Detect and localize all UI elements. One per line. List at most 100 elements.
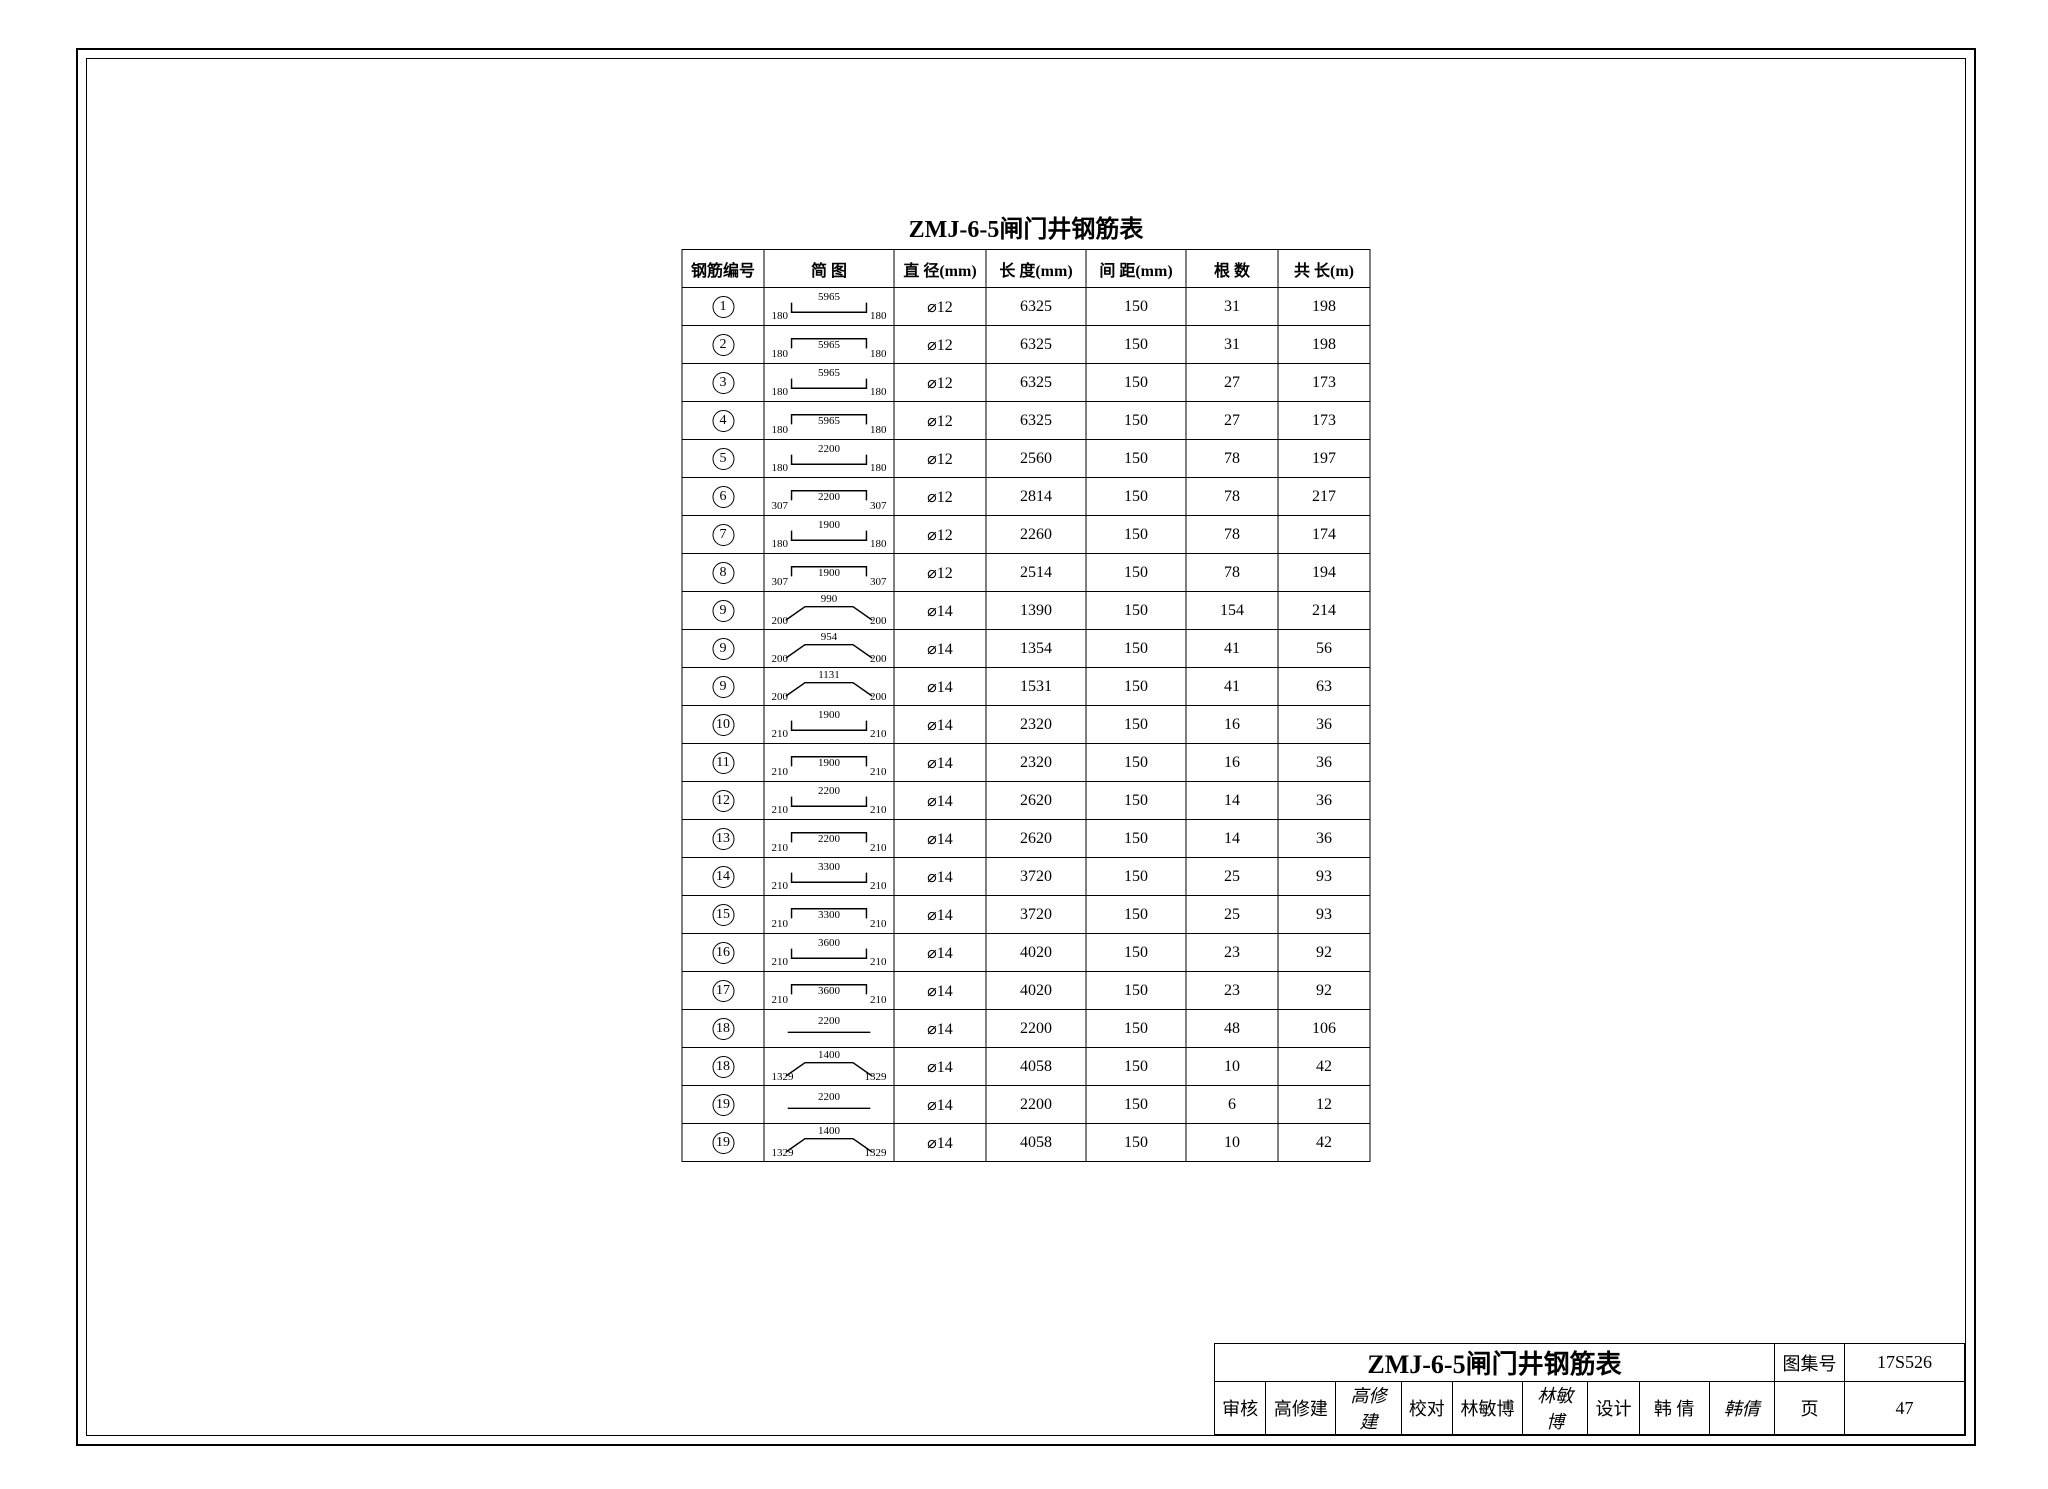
rebar-shape-icon: 2102200210 — [769, 820, 890, 857]
review-sig: 高修建 — [1336, 1382, 1401, 1435]
rebar-shape-icon: 1805965180 — [769, 288, 890, 325]
cell-total: 92 — [1278, 972, 1370, 1010]
design-label: 设计 — [1588, 1382, 1639, 1435]
cell-total: 93 — [1278, 858, 1370, 896]
cell-length: 1390 — [986, 592, 1086, 630]
table-row: 102101900210⌀1423201501636 — [682, 706, 1370, 744]
cell-count: 23 — [1186, 972, 1278, 1010]
rebar-id-badge: 8 — [712, 562, 734, 584]
rebar-shape-icon: 1805965180 — [769, 364, 890, 401]
cell-length: 6325 — [986, 402, 1086, 440]
cell-count: 31 — [1186, 288, 1278, 326]
rebar-shape-icon: 3072200307 — [769, 478, 890, 515]
rebar-id-badge: 5 — [712, 448, 734, 470]
review-label: 审核 — [1215, 1382, 1266, 1435]
rebar-shape-icon: 2103300210 — [769, 896, 890, 933]
cell-length: 2560 — [986, 440, 1086, 478]
cell-spacing: 150 — [1086, 364, 1186, 402]
cell-length: 4058 — [986, 1124, 1086, 1162]
cell-spacing: 150 — [1086, 554, 1186, 592]
cell-length: 6325 — [986, 326, 1086, 364]
cell-spacing: 150 — [1086, 896, 1186, 934]
cell-diameter: ⌀14 — [894, 858, 986, 896]
rebar-id-badge: 9 — [712, 600, 734, 622]
cell-spacing: 150 — [1086, 858, 1186, 896]
cell-length: 2620 — [986, 782, 1086, 820]
rebar-shape-icon: 2103600210 — [769, 934, 890, 971]
cell-count: 78 — [1186, 478, 1278, 516]
check-name: 林敏博 — [1452, 1382, 1522, 1435]
cell-total: 174 — [1278, 516, 1370, 554]
cell-total: 194 — [1278, 554, 1370, 592]
cell-diameter: ⌀14 — [894, 668, 986, 706]
rebar-shape-icon: 2001131200 — [769, 668, 890, 705]
rebar-id-badge: 15 — [712, 904, 734, 926]
page-no: 47 — [1845, 1382, 1965, 1435]
table-row: 152103300210⌀1437201502593 — [682, 896, 1370, 934]
cell-total: 106 — [1278, 1010, 1370, 1048]
cell-count: 16 — [1186, 744, 1278, 782]
cell-diameter: ⌀14 — [894, 1010, 986, 1048]
col-shape-header: 简 图 — [764, 250, 894, 288]
rebar-id-badge: 18 — [712, 1056, 734, 1078]
table-row: 18132914001329⌀1440581501042 — [682, 1048, 1370, 1086]
cell-total: 198 — [1278, 288, 1370, 326]
cell-total: 92 — [1278, 934, 1370, 972]
cell-length: 3720 — [986, 858, 1086, 896]
rebar-shape-icon: 1802200180 — [769, 440, 890, 477]
table-row: 11805965180⌀12632515031198 — [682, 288, 1370, 326]
cell-diameter: ⌀14 — [894, 1048, 986, 1086]
cell-diameter: ⌀12 — [894, 478, 986, 516]
cell-spacing: 150 — [1086, 1086, 1186, 1124]
table-row: 132102200210⌀1426201501436 — [682, 820, 1370, 858]
rebar-id-badge: 19 — [712, 1094, 734, 1116]
cell-diameter: ⌀12 — [894, 326, 986, 364]
cell-spacing: 150 — [1086, 744, 1186, 782]
rebar-table: 钢筋编号 简 图 直 径(mm) 长 度(mm) 间 距(mm) 根 数 共 长… — [682, 249, 1371, 1162]
cell-diameter: ⌀14 — [894, 820, 986, 858]
cell-diameter: ⌀14 — [894, 896, 986, 934]
cell-spacing: 150 — [1086, 706, 1186, 744]
page-label: 页 — [1775, 1382, 1845, 1435]
cell-spacing: 150 — [1086, 516, 1186, 554]
cell-diameter: ⌀14 — [894, 934, 986, 972]
cell-spacing: 150 — [1086, 630, 1186, 668]
cell-diameter: ⌀14 — [894, 1086, 986, 1124]
table-row: 63072200307⌀12281415078217 — [682, 478, 1370, 516]
cell-count: 25 — [1186, 858, 1278, 896]
table-row: 192200⌀142200150612 — [682, 1086, 1370, 1124]
set-label: 图集号 — [1775, 1344, 1845, 1382]
cell-count: 14 — [1186, 820, 1278, 858]
cell-total: 197 — [1278, 440, 1370, 478]
table-row: 122102200210⌀1426201501436 — [682, 782, 1370, 820]
cell-total: 56 — [1278, 630, 1370, 668]
cell-diameter: ⌀14 — [894, 592, 986, 630]
cell-total: 42 — [1278, 1048, 1370, 1086]
cell-count: 25 — [1186, 896, 1278, 934]
rebar-shape-icon: 3071900307 — [769, 554, 890, 591]
rebar-id-badge: 18 — [712, 1018, 734, 1040]
table-row: 83071900307⌀12251415078194 — [682, 554, 1370, 592]
cell-diameter: ⌀12 — [894, 554, 986, 592]
cell-length: 4020 — [986, 972, 1086, 1010]
cell-count: 16 — [1186, 706, 1278, 744]
table-row: 41805965180⌀12632515027173 — [682, 402, 1370, 440]
cell-total: 12 — [1278, 1086, 1370, 1124]
rebar-id-badge: 2 — [712, 334, 734, 356]
cell-diameter: ⌀14 — [894, 782, 986, 820]
col-cnt-header: 根 数 — [1186, 250, 1278, 288]
cell-total: 36 — [1278, 782, 1370, 820]
cell-spacing: 150 — [1086, 1124, 1186, 1162]
cell-spacing: 150 — [1086, 478, 1186, 516]
table-row: 9200990200⌀141390150154214 — [682, 592, 1370, 630]
cell-length: 6325 — [986, 364, 1086, 402]
cell-diameter: ⌀14 — [894, 706, 986, 744]
review-name: 高修建 — [1266, 1382, 1336, 1435]
cell-spacing: 150 — [1086, 820, 1186, 858]
cell-diameter: ⌀12 — [894, 402, 986, 440]
rebar-shape-icon: 1805965180 — [769, 326, 890, 363]
table-header-row: 钢筋编号 简 图 直 径(mm) 长 度(mm) 间 距(mm) 根 数 共 长… — [682, 250, 1370, 288]
cell-spacing: 150 — [1086, 440, 1186, 478]
rebar-shape-icon: 2101900210 — [769, 706, 890, 743]
rebar-id-badge: 10 — [712, 714, 734, 736]
